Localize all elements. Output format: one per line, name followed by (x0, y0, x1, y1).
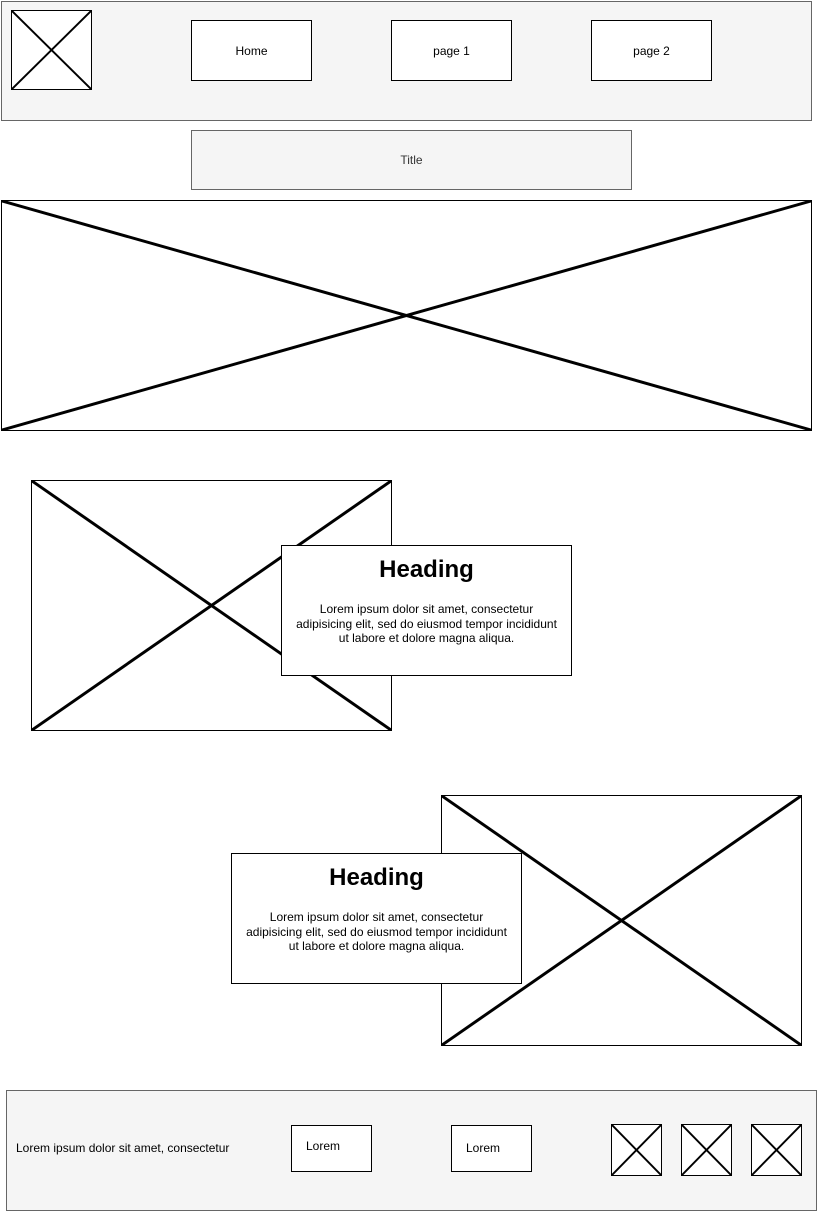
footer-link-2[interactable]: Lorem (451, 1125, 532, 1172)
section-1-body: Lorem ipsum dolor sit amet, consectetur … (296, 602, 557, 645)
nav-page-1-label: page 1 (433, 43, 470, 58)
title-label: Title (400, 153, 423, 167)
title-box: Title (191, 130, 632, 190)
footer-link-1[interactable]: Lorem (291, 1125, 372, 1172)
nav-home-label: Home (235, 43, 268, 58)
nav-page-2-button[interactable]: page 2 (591, 20, 712, 81)
social-image-placeholder-icon-3[interactable] (751, 1124, 802, 1176)
section-1-heading: Heading (379, 556, 474, 583)
footer-link-1-label: Lorem (306, 1139, 341, 1153)
section-1-image-placeholder-icon (31, 480, 392, 731)
section-2-card: Heading Lorem ipsum dolor sit amet, cons… (231, 853, 522, 984)
section-2-body: Lorem ipsum dolor sit amet, consectetur … (246, 910, 507, 953)
hero-image-placeholder-icon (1, 200, 812, 431)
logo-image-placeholder-icon (11, 10, 92, 90)
nav-home-button[interactable]: Home (191, 20, 312, 81)
footer-text: Lorem ipsum dolor sit amet, consectetur (16, 1141, 230, 1155)
social-image-placeholder-icon-1[interactable] (611, 1124, 662, 1176)
footer-link-2-label: Lorem (466, 1141, 501, 1155)
nav-page-2-label: page 2 (633, 43, 670, 58)
section-2-heading: Heading (329, 864, 424, 891)
social-image-placeholder-icon-2[interactable] (681, 1124, 732, 1176)
nav-page-1-button[interactable]: page 1 (391, 20, 512, 81)
section-1-card: Heading Lorem ipsum dolor sit amet, cons… (281, 545, 572, 676)
